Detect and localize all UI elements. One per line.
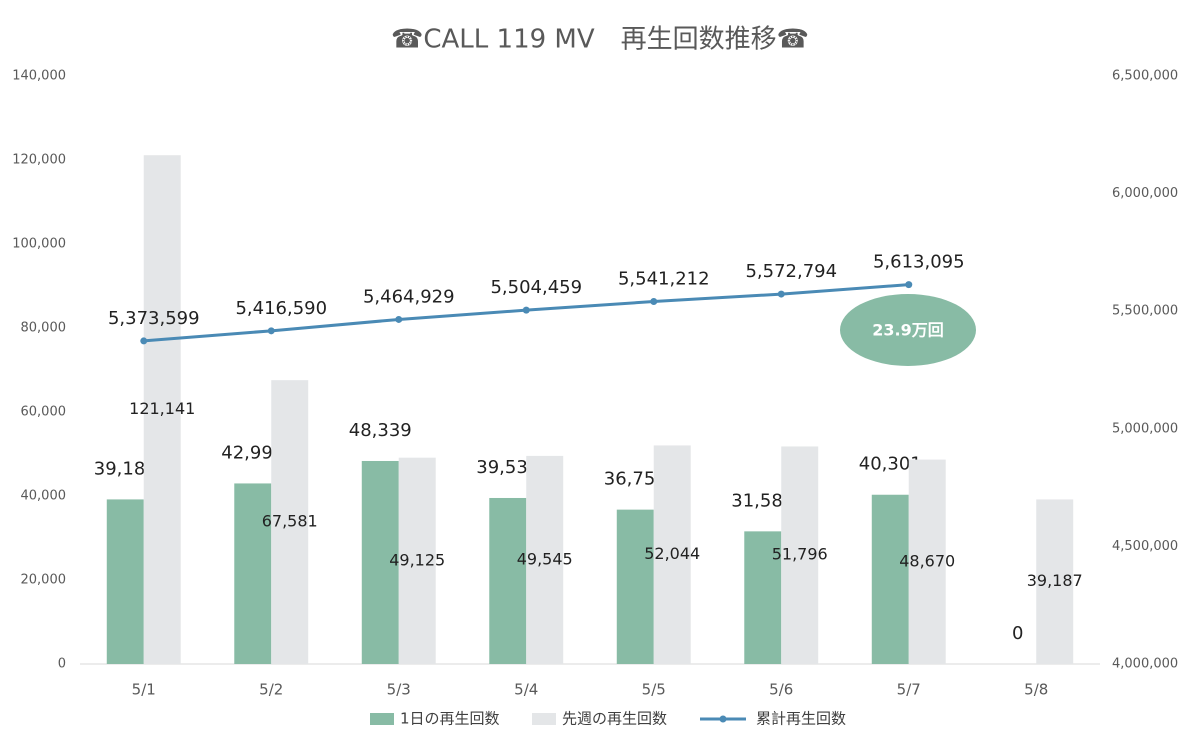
x-tick-label: 5/4 [514, 681, 538, 699]
y2-tick-label: 4,500,000 [1112, 539, 1178, 554]
x-tick-label: 5/1 [132, 681, 156, 699]
line-point [395, 315, 403, 323]
data-label: 5,572,794 [745, 261, 837, 282]
legend-swatch [532, 713, 556, 725]
y-tick-label: 20,000 [21, 573, 67, 588]
line-point [650, 298, 658, 306]
bar [361, 460, 399, 664]
y2-tick-label: 6,500,000 [1112, 69, 1178, 84]
x-tick-label: 5/8 [1024, 681, 1048, 699]
bar [871, 494, 909, 664]
bar [526, 455, 564, 664]
annotation: 23.9万回 [872, 321, 943, 340]
data-label: 48,670 [899, 551, 955, 570]
y-tick-label: 140,000 [12, 69, 66, 84]
data-label: 5,416,590 [235, 298, 327, 319]
bar [489, 497, 527, 664]
y-tick-label: 100,000 [12, 237, 66, 252]
data-label: 39,530 [476, 457, 539, 478]
bar [143, 155, 181, 664]
y2-tick-label: 5,500,000 [1112, 304, 1178, 319]
y-tick-label: 80,000 [21, 321, 67, 336]
data-label: 31,582 [731, 490, 794, 511]
line-point [777, 290, 785, 298]
bar [908, 459, 946, 664]
data-label: 5,373,599 [108, 308, 200, 329]
legend-label: 先週の再生回数 [562, 710, 667, 728]
legend-marker [719, 715, 727, 723]
line-point [522, 306, 530, 314]
y-tick-label: 60,000 [21, 405, 67, 420]
legend-label: 累計再生回数 [756, 710, 846, 728]
bar [234, 483, 272, 664]
y2-tick-label: 6,000,000 [1112, 186, 1178, 201]
bar [616, 509, 654, 664]
legend-label: 1日の再生回数 [400, 710, 500, 728]
line-point [267, 327, 275, 335]
x-tick-label: 5/2 [259, 681, 283, 699]
bar [653, 445, 691, 664]
data-label: 42,991 [221, 442, 284, 463]
data-label: 40,301 [859, 454, 922, 475]
bar [781, 446, 819, 664]
data-label: 36,753 [604, 469, 667, 490]
data-label: 5,504,459 [490, 277, 582, 298]
data-label: 39,187 [94, 458, 157, 479]
bar [271, 380, 309, 664]
data-label: 5,613,095 [873, 252, 965, 273]
legend-swatch [370, 713, 394, 725]
y-tick-label: 40,000 [21, 489, 67, 504]
data-label: 52,044 [644, 544, 700, 563]
line-point [140, 337, 148, 345]
annotation-bubble [840, 294, 976, 366]
y-tick-label: 0 [58, 657, 66, 672]
chart-title: ☎CALL 119 MV 再生回数推移☎ [391, 25, 809, 55]
bar [106, 499, 144, 664]
bar [1036, 499, 1074, 664]
data-label: 51,796 [772, 545, 828, 564]
x-tick-label: 5/6 [769, 681, 793, 699]
x-tick-label: 5/7 [897, 681, 921, 699]
data-label: 5,464,929 [363, 286, 455, 307]
data-label: 67,581 [262, 512, 318, 531]
line-point [905, 281, 913, 289]
data-label: 0 [1012, 623, 1023, 644]
bar [398, 457, 436, 664]
y-tick-label: 120,000 [12, 153, 66, 168]
x-tick-label: 5/3 [387, 681, 411, 699]
x-tick-label: 5/5 [642, 681, 666, 699]
y2-tick-label: 5,000,000 [1112, 421, 1178, 436]
data-label: 39,187 [1027, 571, 1083, 590]
data-label: 49,545 [517, 549, 573, 568]
bar [744, 531, 782, 664]
data-label: 49,125 [389, 550, 445, 569]
y2-tick-label: 4,000,000 [1112, 657, 1178, 672]
data-label: 121,141 [129, 399, 195, 418]
data-label: 5,541,212 [618, 269, 710, 290]
data-label: 48,339 [349, 420, 412, 441]
